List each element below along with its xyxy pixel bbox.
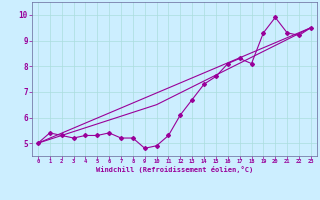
X-axis label: Windchill (Refroidissement éolien,°C): Windchill (Refroidissement éolien,°C): [96, 166, 253, 173]
